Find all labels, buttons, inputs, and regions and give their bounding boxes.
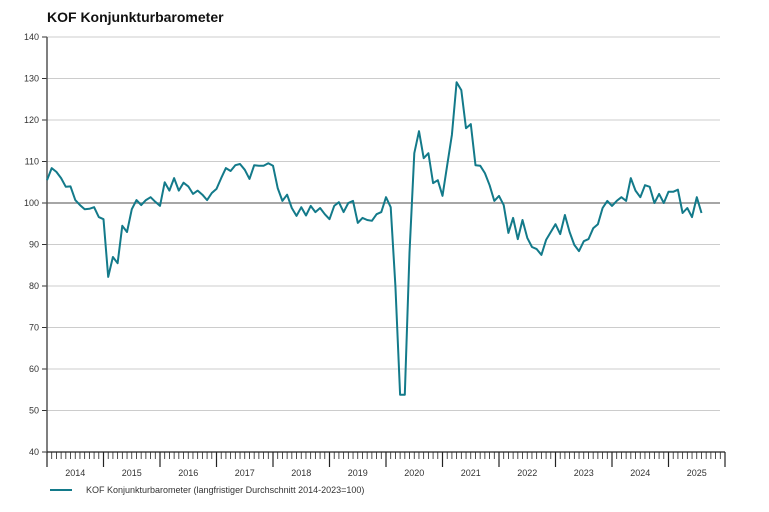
x-tick-label: 2017 [235, 468, 255, 478]
y-tick-label: 40 [29, 447, 39, 457]
y-tick-label: 50 [29, 406, 39, 416]
x-tick-label: 2024 [630, 468, 650, 478]
legend: KOF Konjunkturbarometer (langfristiger D… [50, 485, 364, 495]
x-tick-label: 2015 [122, 468, 142, 478]
x-tick-label: 2019 [348, 468, 368, 478]
x-tick-label: 2016 [178, 468, 198, 478]
x-tick-label: 2014 [65, 468, 85, 478]
x-tick-label: 2018 [291, 468, 311, 478]
x-tick-label: 2021 [461, 468, 481, 478]
x-tick-label: 2023 [574, 468, 594, 478]
series-line [46, 81, 703, 396]
y-tick-label: 100 [24, 198, 39, 208]
x-tick-label: 2025 [687, 468, 707, 478]
y-tick-label: 130 [24, 74, 39, 84]
x-tick-label: 2022 [517, 468, 537, 478]
x-tick-label: 2020 [404, 468, 424, 478]
y-tick-label: 90 [29, 240, 39, 250]
chart-title: KOF Konjunkturbarometer [47, 9, 224, 25]
y-tick-label: 70 [29, 323, 39, 333]
y-tick-label: 80 [29, 281, 39, 291]
legend-label: KOF Konjunkturbarometer (langfristiger D… [86, 485, 365, 495]
y-tick-label: 110 [25, 157, 39, 167]
y-tick-label: 60 [29, 364, 39, 374]
y-tick-label: 140 [24, 32, 39, 42]
y-tick-label: 120 [24, 115, 39, 125]
legend-swatch [50, 489, 72, 491]
